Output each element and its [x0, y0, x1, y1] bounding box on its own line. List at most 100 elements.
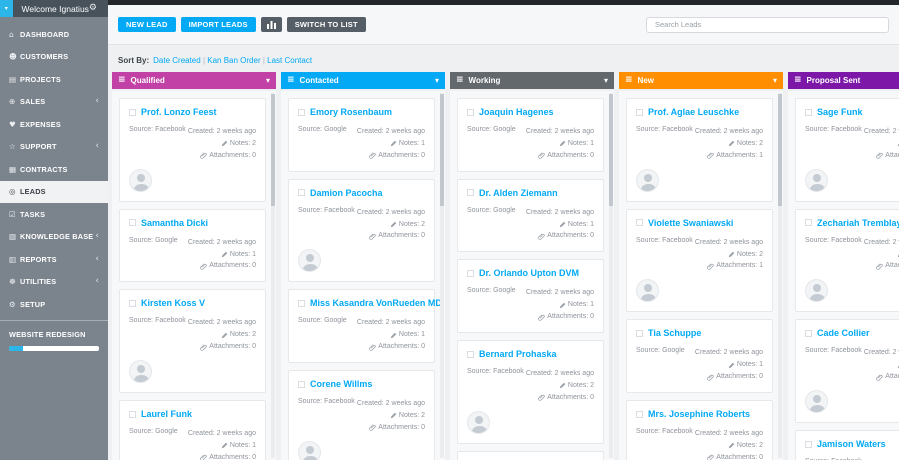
sidebar-item-leads[interactable]: ◎ LEADS — [0, 180, 108, 203]
sidebar-item-label: PROJECTS — [20, 74, 61, 84]
avatar — [805, 168, 828, 192]
sidebar-item-reports[interactable]: ▥ REPORTS ‹ — [0, 248, 108, 271]
chevron-left-icon: ‹ — [95, 253, 99, 264]
lead-attachments: Attachments: 0 — [526, 392, 594, 404]
lead-name-link[interactable]: Damion Pacocha — [310, 187, 383, 198]
lead-name-link[interactable]: Samantha Dicki — [141, 217, 209, 228]
lead-card[interactable]: Damion Pacocha Source: Facebook Created: 2… — [288, 178, 435, 283]
lead-source: Source: Facebook — [129, 317, 186, 325]
lead-card[interactable]: Joaquin Hagenes Source: Google Created: 2 … — [457, 98, 604, 172]
notes-pencil-icon — [221, 332, 228, 338]
lead-card[interactable]: Dr. Orlando Upton DVM Source: Google Creat… — [457, 259, 604, 334]
lead-name-link[interactable]: Miss Kasandra VonRueden MD — [310, 298, 442, 309]
lead-name-link[interactable]: Prof. Lonzo Feest — [141, 107, 217, 117]
attachments-paperclip-icon — [200, 152, 208, 159]
lead-card[interactable]: Emory Rosenbaum Source: Google Created: 2 … — [288, 98, 435, 172]
lead-card[interactable]: Corene Willms Source: Facebook Created: 2 … — [288, 370, 435, 460]
column-scrollbar-thumb[interactable] — [271, 94, 275, 206]
sidebar-item-support[interactable]: ☆ SUPPORT ‹ — [0, 136, 108, 159]
lead-name-link[interactable]: Kirsten Koss V — [141, 298, 206, 309]
lead-card[interactable]: Tia Schuppe Source: Google Created: 2 week… — [626, 319, 773, 394]
column-scrollbar-thumb[interactable] — [778, 94, 782, 206]
lead-card[interactable]: Miss Kasandra VonRueden MD Source: Google… — [288, 289, 442, 364]
lead-card[interactable]: Zechariah Tremblay MD Source: FacebookCre… — [795, 208, 899, 313]
chevron-down-icon[interactable]: ▾ — [434, 75, 439, 85]
sidebar-item-tasks[interactable]: ☑ TASKS — [0, 203, 108, 226]
lead-notes: Notes: 1 — [526, 138, 594, 150]
lead-name-link[interactable]: Sage Funk — [817, 107, 863, 117]
sort-option-last-contact[interactable]: Last Contact — [267, 55, 313, 65]
lead-name-link[interactable]: Tia Schuppe — [648, 328, 702, 339]
sidebar-project-widget[interactable]: WEBSITE REDESIGN — [0, 321, 108, 351]
lead-attachments: Attachments: 0 — [357, 230, 425, 242]
column-scrollbar-thumb[interactable] — [609, 94, 613, 206]
lead-attachments: Attachments: 1 — [695, 260, 763, 272]
lead-attachments: Attachments: 1 — [695, 150, 763, 162]
lead-card[interactable]: Laurel Funk Source: Google Created: 2 week… — [119, 400, 266, 460]
lead-card[interactable]: Violette Swaniawski Source: Facebook Creat… — [626, 208, 773, 313]
lead-card[interactable]: Kirsten Koss V Source: Facebook Created: 2… — [119, 289, 266, 394]
lead-meta-right: Created: 2 weeks ago Notes: 1 Attachment… — [357, 317, 425, 353]
leads-summary-chart-button[interactable] — [260, 17, 282, 32]
sort-option-kan-ban-order[interactable]: Kan Ban Order — [207, 55, 261, 65]
sidebar-item-label: SUPPORT — [20, 142, 57, 152]
attachments-paperclip-icon — [369, 152, 377, 159]
lead-name-link[interactable]: Dr. Orlando Upton DVM — [479, 268, 579, 279]
sidebar-item-customers[interactable]: ☻ CUSTOMERS — [0, 46, 108, 69]
lead-name-link[interactable]: Laurel Funk — [141, 409, 193, 420]
lead-name-link[interactable]: Emory Rosenbaum — [310, 107, 393, 117]
chevron-down-icon[interactable]: ▾ — [265, 75, 270, 85]
search-input[interactable] — [646, 16, 889, 33]
sidebar-item-contracts[interactable]: ▦ CONTRACTS — [0, 158, 108, 181]
chevron-down-icon[interactable]: ▾ — [603, 75, 608, 85]
notes-pencil-icon — [221, 443, 228, 449]
lead-notes: Notes: 2 — [188, 329, 256, 341]
lead-name-link[interactable]: Joaquin Hagenes — [479, 107, 554, 117]
lead-created: Created: 2 weeks ago — [187, 238, 256, 246]
sidebar-item-knowledge-base[interactable]: ▧ KNOWLEDGE BASE ‹ — [0, 226, 108, 249]
lead-name-link[interactable]: Mrs. Josephine Roberts — [648, 409, 751, 420]
lead-name-link[interactable]: Corene Willms — [310, 379, 373, 390]
lead-card[interactable]: Samantha Dicki Source: Google Created: 2 w… — [119, 208, 266, 283]
gear-icon[interactable]: ⚙ — [88, 3, 97, 13]
chevron-down-icon[interactable]: ▾ — [772, 75, 777, 85]
drag-grip-icon — [129, 410, 136, 418]
sidebar-item-sales[interactable]: ⊕ SALES ‹ — [0, 91, 108, 114]
attachments-paperclip-icon — [876, 374, 884, 381]
sidebar-item-label: REPORTS — [20, 254, 57, 264]
column-scrollbar-thumb[interactable] — [440, 94, 444, 206]
sidebar-item-expenses[interactable]: ♥ EXPENSES — [0, 113, 108, 136]
lead-name-link[interactable]: Jamison Waters — [817, 439, 886, 450]
sidebar-toggle-button[interactable]: ▾ — [0, 0, 13, 17]
lead-card[interactable]: Prof. Lonzo Feest Source: Facebook Created… — [119, 98, 266, 202]
lead-source: Source: Google — [636, 347, 685, 355]
lead-card[interactable]: Mrs. Josephine Roberts Source: Facebook Cr… — [626, 400, 773, 460]
lead-card[interactable]: Bernard Prohaska Source: Facebook Created:… — [457, 340, 604, 444]
sidebar-item-utilities[interactable]: ☸ UTILITIES ‹ — [0, 271, 108, 294]
sidebar-item-setup[interactable]: ⚙ SETUP — [0, 293, 108, 316]
lead-name-link[interactable]: Dr. Alden Ziemann — [479, 187, 558, 198]
lead-name-link[interactable]: Bernard Prohaska — [479, 349, 557, 360]
switch-to-list-button[interactable]: SWITCH TO LIST — [286, 17, 366, 32]
sort-option-date-created[interactable]: Date Created — [153, 55, 201, 65]
lead-name-link[interactable]: Violette Swaniawski — [648, 217, 734, 228]
sidebar-item-dashboard[interactable]: ⌂ DASHBOARD — [0, 23, 108, 46]
lead-meta-right: Created: 2 weeks ago Notes: 1 Attachment… — [188, 237, 256, 273]
lead-card[interactable]: Prof. Aglae Leuschke Source: Facebook Crea… — [626, 98, 773, 202]
import-leads-button[interactable]: IMPORT LEADS — [180, 17, 256, 32]
attachments-paperclip-icon — [538, 152, 546, 159]
lead-name-link[interactable]: Cade Collier — [817, 328, 870, 339]
lead-name-link[interactable]: Prof. Aglae Leuschke — [648, 107, 740, 117]
new-lead-button[interactable]: NEW LEAD — [118, 17, 176, 32]
attachments-paperclip-icon — [707, 374, 715, 381]
lead-created: Created: 2 weeks ago — [863, 349, 899, 357]
lead-card[interactable]: Dr. Alden Ziemann Source: Google Created: … — [457, 178, 604, 253]
sidebar-item-projects[interactable]: ▤ PROJECTS — [0, 68, 108, 91]
lead-name-link[interactable]: Zechariah Tremblay MD — [817, 217, 899, 228]
